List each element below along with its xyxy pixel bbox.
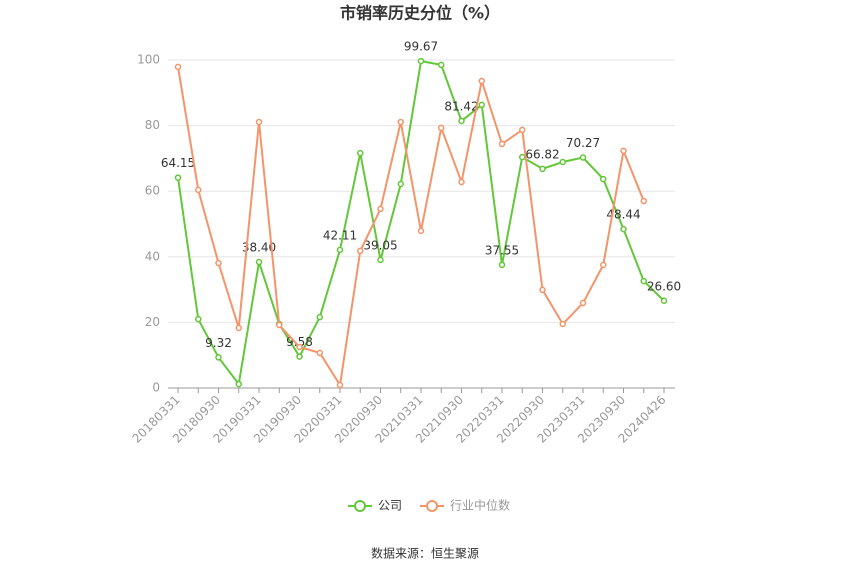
data-point bbox=[559, 158, 566, 166]
data-point bbox=[397, 118, 404, 126]
data-point bbox=[215, 259, 222, 267]
chart-title: 市销率历史分位（%） bbox=[340, 4, 500, 23]
data-point bbox=[620, 147, 627, 155]
data-point bbox=[458, 117, 465, 125]
data-point bbox=[519, 153, 526, 161]
y-tick-label: 60 bbox=[145, 184, 160, 198]
data-point bbox=[519, 126, 526, 134]
data-point bbox=[660, 297, 668, 305]
series-line bbox=[177, 59, 665, 387]
data-point bbox=[397, 180, 404, 188]
data-point bbox=[478, 77, 485, 85]
data-point bbox=[276, 321, 283, 329]
series-line bbox=[177, 66, 645, 388]
data-label: 38.40 bbox=[242, 241, 276, 255]
data-point bbox=[336, 246, 344, 254]
data-point bbox=[498, 140, 506, 148]
data-label: 39.05 bbox=[363, 238, 397, 252]
data-point bbox=[215, 354, 222, 361]
data-point bbox=[600, 175, 607, 183]
data-label: 66.82 bbox=[525, 147, 559, 161]
data-label: 26.60 bbox=[647, 279, 681, 293]
data-point bbox=[316, 313, 323, 321]
data-point bbox=[296, 343, 303, 351]
data-label: 9.32 bbox=[205, 336, 232, 350]
data-label: 64.15 bbox=[161, 156, 195, 170]
data-point bbox=[255, 118, 263, 126]
data-point bbox=[377, 256, 384, 264]
data-point bbox=[458, 178, 465, 186]
data-point bbox=[174, 174, 182, 181]
data-point bbox=[255, 258, 263, 266]
data-point bbox=[579, 299, 587, 307]
data-point bbox=[438, 124, 445, 132]
data-point bbox=[559, 320, 566, 328]
y-tick-label: 100 bbox=[137, 53, 160, 67]
data-point bbox=[235, 380, 242, 388]
data-point bbox=[377, 205, 384, 213]
data-point bbox=[539, 286, 546, 294]
data-point bbox=[478, 101, 485, 109]
data-point bbox=[498, 261, 506, 269]
data-point bbox=[357, 247, 364, 255]
data-point bbox=[235, 324, 242, 332]
data-point bbox=[640, 277, 647, 285]
data-label: 99.67 bbox=[404, 40, 438, 54]
data-label: 37.55 bbox=[485, 243, 519, 257]
data-point bbox=[417, 227, 425, 235]
data-point bbox=[316, 349, 323, 357]
data-label: 81.42 bbox=[444, 99, 478, 113]
data-label: 70.27 bbox=[566, 136, 600, 150]
data-point bbox=[539, 165, 546, 173]
data-point bbox=[195, 315, 202, 323]
y-tick-label: 80 bbox=[145, 118, 160, 132]
data-point bbox=[417, 57, 425, 65]
data-point bbox=[579, 154, 587, 161]
data-point bbox=[600, 261, 607, 269]
data-point bbox=[620, 225, 627, 233]
data-point bbox=[357, 149, 364, 157]
data-point bbox=[174, 63, 182, 71]
legend-marker bbox=[426, 500, 439, 512]
data-label: 42.11 bbox=[323, 228, 357, 242]
source-note: 数据来源：恒生聚源 bbox=[371, 546, 479, 561]
y-tick-label: 40 bbox=[145, 249, 160, 263]
data-point bbox=[438, 61, 445, 69]
data-point bbox=[195, 186, 202, 194]
data-label: 48.44 bbox=[606, 208, 640, 222]
y-tick-label: 20 bbox=[145, 315, 160, 329]
y-tick-label: 0 bbox=[152, 381, 160, 395]
data-point bbox=[336, 381, 344, 389]
legend-label: 公司 bbox=[378, 499, 402, 513]
data-point bbox=[296, 353, 303, 360]
legend-label: 行业中位数 bbox=[450, 498, 510, 513]
legend-marker bbox=[354, 500, 366, 512]
data-point bbox=[640, 197, 647, 205]
